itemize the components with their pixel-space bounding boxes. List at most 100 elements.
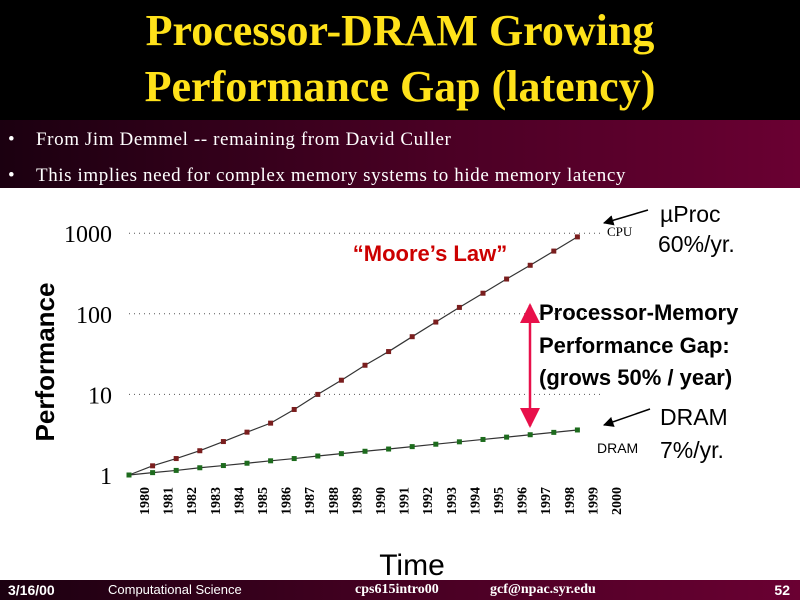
dram-data-point [338,451,344,457]
cpu-data-point [362,362,368,368]
dram-data-point [386,446,392,452]
x-tick-label: 1986 [280,487,295,515]
x-tick-label: 1995 [492,487,507,515]
dram-data-point [527,432,533,438]
y-tick-label: 1000 [64,222,112,248]
moores-law-label: “Moore’s Law” [353,241,507,266]
x-tick-label: 1998 [563,487,578,515]
bullet-band [0,120,800,188]
grid-lines [129,232,600,395]
x-tick-label: 1989 [350,487,365,515]
x-tick-label: 1982 [185,487,200,515]
dram-data-point [197,465,203,471]
cpu-data-point [386,349,392,355]
dram-rate-label-1: DRAM [660,404,728,430]
dram-rate-label-2: 7%/yr. [660,437,724,463]
cpu-data-point [220,439,226,445]
cpu-data-point [150,463,156,469]
slide-title-line-1: Processor-DRAM Growing [145,6,655,55]
cpu-data-point [527,262,533,268]
footer-email: gcf@npac.syr.edu [490,582,596,597]
footer-code: cps615intro00 [355,582,439,597]
bullet-item: • This implies need for complex memory sy… [8,164,626,188]
gap-label-line-2: Performance Gap: [539,333,730,358]
cpu-data-point [551,248,557,254]
y-tick-labels: 1 10 100 1000 [64,222,112,490]
bullet-text: From Jim Demmel -- remaining from David … [36,129,452,150]
cpu-data-point [268,420,274,426]
dram-data-point [173,467,179,473]
x-tick-label: 1980 [138,487,153,515]
dram-data-point [504,434,510,440]
dram-data-point [315,453,321,459]
cpu-pointer-arrow [602,209,649,226]
y-tick-label: 10 [88,383,112,409]
dram-data-point [150,470,156,476]
cpu-data-point [197,448,203,454]
dram-data-point [244,460,250,466]
cpu-data-point [574,234,580,240]
y-tick-label: 1 [100,464,112,490]
x-tick-label: 1993 [445,487,460,515]
series-lines [126,234,580,478]
footer-course: Computational Science [108,582,242,597]
dram-data-point [220,463,226,469]
dram-data-point [268,458,274,464]
dram-data-point [126,472,132,478]
x-tick-label: 1999 [586,487,601,515]
slide-footer: 3/16/00 Computational Science cps615intr… [0,580,800,600]
dram-data-point [291,456,297,462]
dram-series-line [128,429,578,476]
cpu-data-point [433,319,439,325]
footer-page-number: 52 [774,582,790,598]
bullet-marker: • [8,129,16,150]
cpu-data-point [244,429,250,435]
cpu-data-point [409,334,415,340]
x-tick-label: 1992 [421,487,436,515]
cpu-data-point [504,276,510,282]
bullet-text: This implies need for complex memory sys… [36,165,627,186]
cpu-data-point [480,290,486,296]
cpu-rate-label-2: 60%/yr. [658,231,735,257]
x-tick-label: 1983 [209,487,224,515]
cpu-series-line [128,236,578,476]
x-tick-label: 1990 [374,487,389,515]
x-tick-labels: 1980 1981 1982 1983 1984 1985 1986 1987 1988 1989… [138,487,625,515]
cpu-data-point [173,456,179,462]
cpu-rate-label-1: µProc [660,201,721,227]
x-tick-label: 1981 [162,487,177,515]
x-tick-label: 1991 [398,487,413,515]
cpu-data-point [456,304,462,310]
title-band [0,0,800,120]
x-tick-label: 1985 [256,487,271,515]
y-axis-label: Performance [30,283,60,442]
cpu-data-point [338,377,344,383]
cpu-series-label: CPU [607,224,633,239]
x-tick-label: 1994 [468,487,483,515]
dram-data-point [433,441,439,447]
y-tick-label: 100 [76,303,112,329]
bullet-item: • From Jim Demmel -- remaining from David… [8,128,451,152]
dram-data-point [574,427,580,433]
gap-label-line-1: Processor-Memory [539,300,739,325]
cpu-data-point [291,406,297,412]
cpu-data-point [315,391,321,397]
footer-date: 3/16/00 [8,582,55,598]
slide-title-line-2: Performance Gap (latency) [144,62,656,111]
x-tick-label: 1984 [232,487,247,515]
dram-data-point [456,439,462,445]
x-tick-label: 2000 [610,487,625,515]
gap-label-line-3: (grows 50% / year) [539,365,732,390]
dram-data-point [551,429,557,435]
dram-pointer-arrow [603,408,651,427]
bullet-marker: • [8,165,16,186]
dram-data-point [409,444,415,450]
x-tick-label: 1988 [327,487,342,515]
x-tick-label: 1997 [539,487,554,515]
dram-data-point [362,448,368,454]
x-axis-label: Time [379,549,445,582]
dram-data-point [480,436,486,442]
x-tick-label: 1996 [516,487,531,515]
x-tick-label: 1987 [303,487,318,515]
